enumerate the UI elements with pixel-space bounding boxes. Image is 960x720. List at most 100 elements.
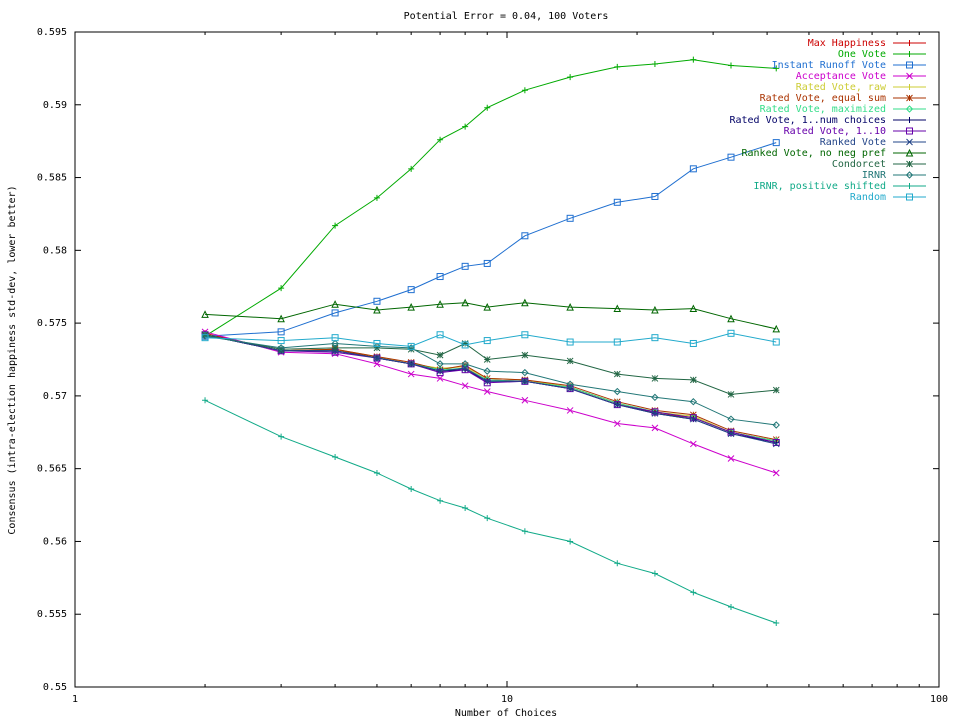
legend-marker bbox=[906, 51, 913, 57]
data-point bbox=[373, 339, 381, 347]
chart-title: Potential Error = 0.04, 100 Voters bbox=[404, 11, 609, 22]
data-point bbox=[521, 368, 529, 377]
data-point bbox=[727, 603, 734, 610]
legend-label: Rated Vote, maximized bbox=[760, 104, 886, 115]
x-axis-label: Number of Choices bbox=[455, 708, 557, 719]
series-group bbox=[201, 332, 780, 429]
y-axis: 0.55 0.555 0.56 0.565 0.57 0.575 0.58 0.585 0.59… bbox=[37, 27, 939, 693]
data-point bbox=[727, 153, 735, 161]
data-point bbox=[407, 342, 415, 350]
data-point bbox=[521, 396, 529, 404]
x-tick-label: 10 bbox=[501, 694, 513, 705]
data-point bbox=[278, 433, 285, 440]
data-point bbox=[614, 63, 621, 70]
data-point bbox=[727, 455, 735, 462]
data-point bbox=[483, 367, 491, 375]
data-point bbox=[689, 339, 697, 347]
data-point bbox=[277, 345, 285, 353]
data-point bbox=[461, 360, 469, 368]
data-point bbox=[566, 357, 574, 365]
data-point bbox=[484, 515, 491, 522]
data-point bbox=[483, 259, 491, 267]
data-point bbox=[461, 340, 469, 347]
data-point bbox=[689, 165, 697, 173]
data-point bbox=[277, 344, 285, 352]
data-point bbox=[613, 420, 621, 427]
series-group bbox=[202, 56, 780, 340]
legend-marker bbox=[905, 105, 914, 113]
legend-marker bbox=[906, 183, 913, 189]
data-point bbox=[521, 377, 529, 385]
data-point bbox=[651, 570, 658, 577]
data-point bbox=[331, 344, 339, 352]
legend-label: Rated Vote, raw bbox=[796, 82, 887, 93]
data-point bbox=[201, 332, 209, 340]
legend-marker bbox=[905, 148, 914, 157]
data-point bbox=[436, 375, 444, 382]
legend-label: Rated Vote, equal sum bbox=[760, 93, 886, 104]
data-point bbox=[332, 222, 339, 229]
legend-marker bbox=[905, 171, 914, 179]
series-group bbox=[201, 139, 780, 340]
data-point bbox=[690, 56, 697, 63]
data-point bbox=[651, 375, 659, 382]
legend-marker bbox=[906, 94, 913, 102]
data-point bbox=[521, 331, 529, 339]
data-point bbox=[408, 486, 415, 493]
data-point bbox=[613, 370, 621, 378]
data-point bbox=[462, 123, 469, 130]
legend-label: IRNR bbox=[862, 170, 887, 181]
y-tick-label: 0.575 bbox=[37, 318, 67, 329]
data-point bbox=[436, 331, 444, 339]
data-point bbox=[201, 310, 209, 318]
legend-label: Random bbox=[850, 192, 886, 203]
legend-marker bbox=[906, 84, 913, 90]
legend-label: One Vote bbox=[838, 49, 886, 60]
data-point bbox=[772, 386, 780, 394]
data-point bbox=[689, 440, 697, 448]
data-point bbox=[521, 298, 529, 307]
data-point bbox=[436, 273, 444, 281]
series-line bbox=[204, 335, 777, 426]
data-point bbox=[566, 385, 574, 392]
data-point bbox=[462, 504, 469, 511]
legend-marker bbox=[906, 127, 913, 135]
data-point bbox=[437, 136, 444, 143]
data-point bbox=[332, 454, 339, 461]
data-point bbox=[373, 305, 381, 314]
data-point bbox=[202, 397, 209, 404]
data-point bbox=[727, 430, 735, 438]
series-lines bbox=[201, 56, 781, 626]
data-point bbox=[277, 328, 285, 336]
data-point bbox=[331, 300, 339, 308]
data-point bbox=[483, 302, 492, 311]
data-point bbox=[727, 62, 734, 69]
x-tick-label: 100 bbox=[930, 694, 948, 705]
data-point bbox=[373, 297, 381, 305]
legend-label: Rated Vote, 1..num choices bbox=[729, 115, 886, 126]
legend-marker bbox=[906, 61, 913, 69]
data-point bbox=[331, 334, 339, 342]
data-point bbox=[436, 300, 444, 308]
data-point bbox=[407, 302, 415, 311]
data-point bbox=[277, 337, 285, 345]
y-tick-label: 0.585 bbox=[37, 173, 67, 184]
data-point bbox=[613, 387, 621, 396]
data-point bbox=[373, 194, 380, 201]
legend-label: IRNR, positive shifted bbox=[754, 181, 886, 192]
legend-label: Instant Runoff Vote bbox=[772, 60, 886, 71]
y-axis-label: Consensus (intra-election happiness std-… bbox=[7, 185, 18, 534]
data-point bbox=[689, 415, 697, 423]
data-point bbox=[483, 379, 491, 387]
x-tick-label: 1 bbox=[72, 694, 78, 705]
data-point bbox=[614, 560, 621, 567]
legend-marker bbox=[906, 160, 913, 168]
data-point bbox=[727, 391, 735, 398]
data-point bbox=[201, 334, 209, 342]
legend-label: Ranked Vote bbox=[820, 137, 886, 148]
data-point bbox=[566, 380, 574, 388]
y-tick-label: 0.555 bbox=[37, 609, 67, 620]
